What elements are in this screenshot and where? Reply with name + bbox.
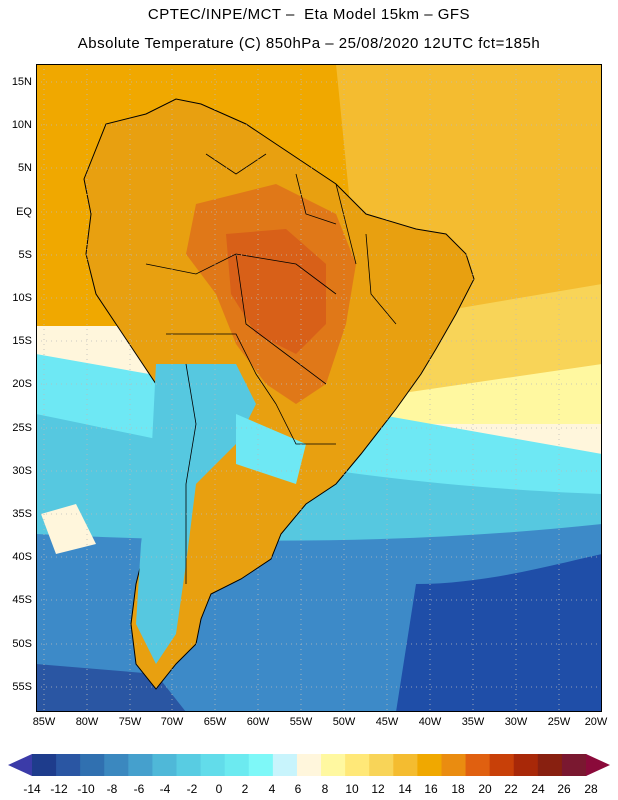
lat-label: EQ bbox=[16, 206, 32, 218]
map-border bbox=[36, 64, 602, 712]
colorbar-label: 4 bbox=[268, 782, 276, 796]
field-south-deep bbox=[396, 554, 602, 712]
map-title-line-1: CPTEC/INPE/MCT – Eta Model 15km – GFS bbox=[147, 6, 471, 23]
colorbar-label: -8 bbox=[106, 782, 118, 796]
lon-label: 60W bbox=[246, 716, 270, 728]
lat-label: 15N bbox=[11, 76, 32, 88]
lat-label: 10N bbox=[11, 119, 32, 131]
colorbar-swatch bbox=[80, 754, 105, 776]
lat-label: 5N bbox=[17, 162, 32, 174]
lon-label: 30W bbox=[504, 716, 528, 728]
colorbar-label: 8 bbox=[321, 782, 329, 796]
lon-label: 85W bbox=[32, 716, 56, 728]
colorbar-label: 24 bbox=[531, 782, 545, 796]
colorbar-label: 10 bbox=[345, 782, 359, 796]
colorbar-label: 12 bbox=[371, 782, 385, 796]
colorbar-swatch bbox=[32, 754, 57, 776]
colorbar-swatch bbox=[176, 754, 202, 776]
colorbar-label: 20 bbox=[478, 782, 492, 796]
colorbar-label: 26 bbox=[557, 782, 571, 796]
colorbar-swatch bbox=[104, 754, 129, 776]
colorbar-swatch bbox=[224, 754, 250, 776]
lon-label: 45W bbox=[375, 716, 399, 728]
colorbar-label: -14 bbox=[23, 782, 41, 796]
colorbar-swatch bbox=[393, 754, 418, 776]
colorbar-label: 16 bbox=[424, 782, 438, 796]
lat-label: 35S bbox=[12, 508, 32, 520]
country-borders bbox=[145, 153, 397, 584]
land-andes-cold bbox=[136, 364, 256, 664]
land-hottest-core bbox=[226, 229, 326, 354]
colorbar-swatch bbox=[272, 754, 298, 776]
lat-label: 15S bbox=[12, 335, 32, 347]
colorbar-low-arrow bbox=[8, 754, 32, 776]
colorbar-swatch bbox=[489, 754, 515, 776]
lon-label: 40W bbox=[418, 716, 442, 728]
colorbar-swatch bbox=[537, 754, 563, 776]
land-south-pale bbox=[236, 414, 306, 484]
lon-label: 25W bbox=[547, 716, 571, 728]
lon-label: 65W bbox=[203, 716, 227, 728]
colorbar-label: 0 bbox=[215, 782, 223, 796]
colorbar-swatch bbox=[465, 754, 491, 776]
colorbar-label: -4 bbox=[159, 782, 171, 796]
colorbar-swatch bbox=[417, 754, 442, 776]
colorbar-label: 28 bbox=[584, 782, 598, 796]
colorbar-swatch bbox=[369, 754, 394, 776]
map-title-line-2: Absolute Temperature (C) 850hPa – 25/08/… bbox=[77, 35, 541, 52]
lat-label: 30S bbox=[12, 465, 32, 477]
colorbar bbox=[8, 754, 610, 776]
colorbar-label: 18 bbox=[451, 782, 465, 796]
lon-label: 80W bbox=[75, 716, 99, 728]
grid-lines bbox=[36, 64, 602, 712]
field-cream-patch bbox=[41, 504, 96, 554]
lat-label: 20S bbox=[12, 378, 32, 390]
lon-label: 20W bbox=[584, 716, 608, 728]
lon-label: 35W bbox=[461, 716, 485, 728]
lon-label: 50W bbox=[332, 716, 356, 728]
lat-label: 5S bbox=[18, 249, 32, 261]
colorbar-swatch bbox=[248, 754, 274, 776]
colorbar-swatch bbox=[321, 754, 346, 776]
lat-label: 50S bbox=[12, 638, 32, 650]
colorbar-swatch bbox=[561, 754, 587, 776]
lon-label: 75W bbox=[118, 716, 142, 728]
colorbar-swatch bbox=[345, 754, 370, 776]
lon-label: 70W bbox=[160, 716, 184, 728]
colorbar-swatch bbox=[56, 754, 81, 776]
temperature-map bbox=[36, 64, 602, 712]
lon-label: 55W bbox=[289, 716, 313, 728]
colorbar-label: 6 bbox=[294, 782, 302, 796]
colorbar-swatch bbox=[296, 754, 322, 776]
colorbar-swatch bbox=[152, 754, 178, 776]
lat-label: 25S bbox=[12, 422, 32, 434]
colorbar-label: 14 bbox=[398, 782, 412, 796]
colorbar-swatch bbox=[441, 754, 467, 776]
lat-label: 55S bbox=[12, 681, 32, 693]
colorbar-label: 2 bbox=[241, 782, 249, 796]
colorbar-swatch bbox=[200, 754, 226, 776]
colorbar-label: -6 bbox=[133, 782, 145, 796]
colorbar-high-arrow bbox=[586, 754, 610, 776]
colorbar-label: 22 bbox=[504, 782, 518, 796]
lat-label: 45S bbox=[12, 594, 32, 606]
lat-label: 10S bbox=[12, 292, 32, 304]
lat-label: 40S bbox=[12, 551, 32, 563]
colorbar-label: -2 bbox=[186, 782, 198, 796]
colorbar-label: -10 bbox=[77, 782, 95, 796]
colorbar-swatch bbox=[513, 754, 539, 776]
colorbar-label: -12 bbox=[50, 782, 68, 796]
colorbar-swatch bbox=[128, 754, 153, 776]
